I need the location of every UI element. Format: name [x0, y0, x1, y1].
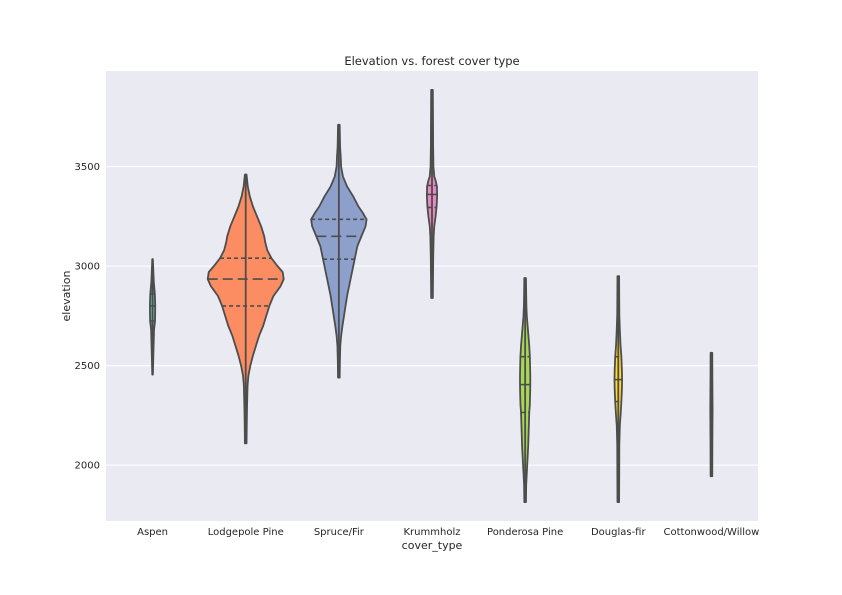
violin-krummholz [425, 89, 439, 299]
chart-title: Elevation vs. forest cover type [344, 54, 519, 68]
x-tick-label: Lodgepole Pine [208, 527, 284, 538]
violin-lodgepole-pine [206, 173, 285, 445]
x-axis-label: cover_type [402, 539, 463, 552]
violin-cottonwood-willow [709, 351, 714, 478]
x-tick-label: Spruce/Fir [314, 527, 365, 538]
x-tick-label: Ponderosa Pine [487, 527, 563, 538]
y-tick-label: 3000 [75, 262, 100, 273]
violin-spruce-fir [310, 123, 368, 379]
y-tick-label: 3500 [75, 162, 100, 173]
violin-ponderosa-pine [519, 277, 532, 503]
violin-douglas-fir [613, 275, 623, 503]
x-tick-label: Aspen [137, 527, 168, 538]
x-tick-label: Douglas-fir [591, 527, 647, 538]
x-tick-label: Cottonwood/Willow [664, 527, 760, 538]
y-tick-label: 2500 [75, 361, 100, 372]
x-tick-label: Krummholz [404, 527, 461, 538]
y-tick-label: 2000 [75, 461, 100, 472]
y-axis-label: elevation [60, 271, 73, 322]
x-axis-ticks: Aspen Lodgepole Pine Spruce/Fir Krummholz Po… [137, 527, 759, 538]
y-axis-ticks: 2000 2500 3000 3500 [75, 162, 100, 472]
violins [149, 89, 714, 503]
violin-aspen [149, 258, 157, 376]
